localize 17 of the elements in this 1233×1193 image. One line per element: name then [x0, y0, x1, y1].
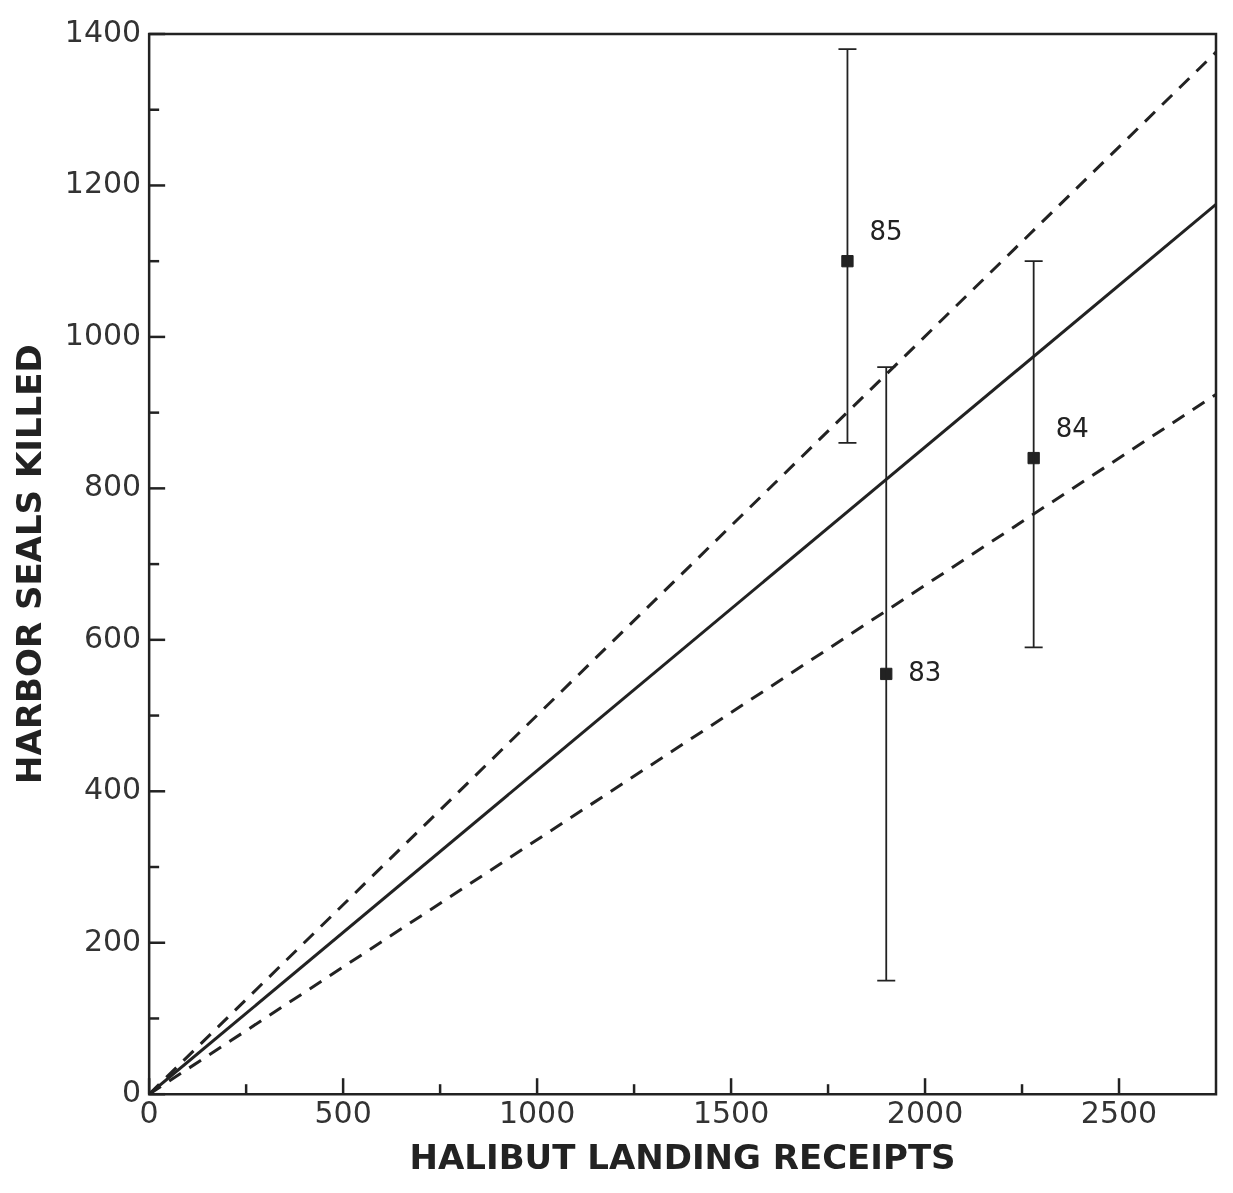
x-tick-label: 500 — [314, 1095, 372, 1130]
annotation: 83 — [908, 656, 942, 687]
x-tick-label: 2000 — [886, 1095, 964, 1130]
y-tick-label: 200 — [83, 922, 142, 958]
annotation: 84 — [1055, 412, 1089, 443]
y-tick-label: 400 — [83, 771, 142, 807]
x-tick-label: 1000 — [498, 1095, 576, 1130]
y-tick-label: 800 — [83, 468, 142, 504]
y-axis-title: HARBOR SEALS KILLED — [9, 344, 50, 784]
annotation: 85 — [869, 215, 903, 246]
x-tick-label: 1500 — [692, 1095, 770, 1130]
x-axis-title: HALIBUT LANDING RECEIPTS — [409, 1137, 956, 1178]
x-tick-label: 2500 — [1080, 1095, 1158, 1130]
y-tick-label: 600 — [83, 619, 142, 655]
y-tick-label: 1200 — [64, 165, 142, 201]
y-tick-label: 1400 — [64, 13, 142, 49]
y-tick-label: 1000 — [64, 316, 142, 352]
